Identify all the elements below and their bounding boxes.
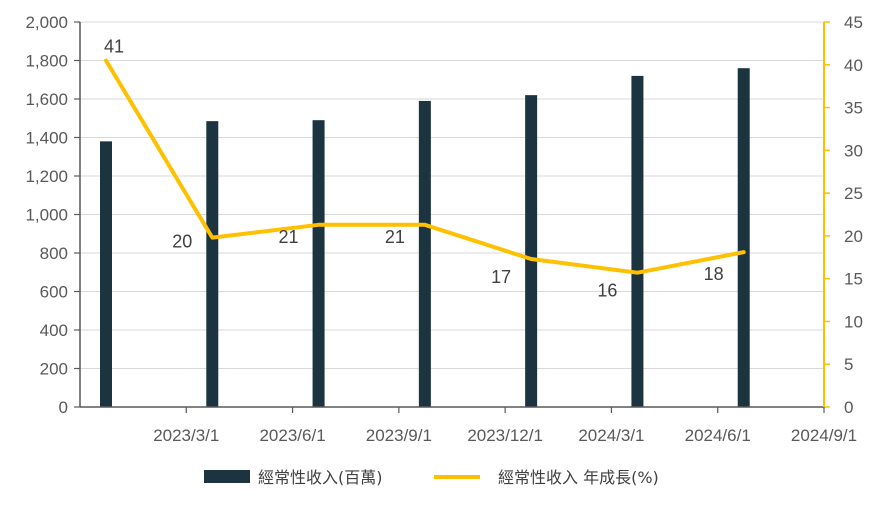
right-axis-tick-label: 40 xyxy=(844,56,863,75)
right-axis-tick-label: 5 xyxy=(844,355,853,374)
data-label: 17 xyxy=(491,267,511,287)
left-axis-tick-label: 800 xyxy=(40,244,68,263)
left-axis-tick-label: 1,000 xyxy=(25,206,68,225)
x-axis-tick-label: 2024/3/1 xyxy=(578,426,644,445)
bar xyxy=(737,68,750,407)
tick-labels: 02004006008001,0001,2001,4001,6001,8002,… xyxy=(25,13,862,445)
bar-series xyxy=(100,68,750,408)
legend-bar-label: 經常性收入(百萬) xyxy=(258,468,383,487)
left-axis-tick-label: 1,400 xyxy=(25,129,68,148)
gridlines xyxy=(80,21,824,369)
bar xyxy=(418,100,431,408)
right-axis-tick-label: 0 xyxy=(844,398,853,417)
x-axis-tick-label: 2023/9/1 xyxy=(366,426,432,445)
x-axis-tick-label: 2024/6/1 xyxy=(685,426,751,445)
right-axis-tick-label: 30 xyxy=(844,141,863,160)
right-axis-tick-label: 15 xyxy=(844,270,863,289)
left-axis-tick-label: 200 xyxy=(40,360,68,379)
right-axis-tick-label: 10 xyxy=(844,312,863,331)
left-axis-tick-label: 1,600 xyxy=(25,90,68,109)
bar xyxy=(525,95,538,408)
left-axis-tick-label: 600 xyxy=(40,283,68,302)
legend-bar-swatch xyxy=(204,470,250,483)
data-label: 41 xyxy=(104,37,124,57)
data-labels: 41 20 21 21 17 16 18 xyxy=(104,37,724,301)
line-series xyxy=(104,58,746,275)
data-label: 16 xyxy=(597,281,617,301)
growth-line xyxy=(104,58,746,275)
legend-line-label: 經常性收入 年成長(%) xyxy=(498,468,659,487)
right-axis-tick-label: 20 xyxy=(844,227,863,246)
x-axis-tick-label: 2023/12/1 xyxy=(467,426,543,445)
x-axis-tick-label: 2023/3/1 xyxy=(153,426,219,445)
bar xyxy=(312,120,325,408)
x-axis-tick-label: 2024/9/1 xyxy=(791,426,857,445)
data-label: 21 xyxy=(279,227,299,247)
right-axis-tick-label: 25 xyxy=(844,184,863,203)
data-label: 20 xyxy=(172,232,192,252)
data-label: 21 xyxy=(385,227,405,247)
left-axis-tick-label: 1,800 xyxy=(25,52,68,71)
right-axis-tick-label: 35 xyxy=(844,99,863,118)
bar xyxy=(631,75,644,408)
x-axis-tick-label: 2023/6/1 xyxy=(259,426,325,445)
data-label: 18 xyxy=(704,264,724,284)
left-axis-tick-label: 400 xyxy=(40,321,68,340)
axes xyxy=(74,21,830,413)
left-axis-tick-label: 0 xyxy=(59,398,68,417)
right-axis-tick-label: 45 xyxy=(844,13,863,32)
left-axis-tick-label: 2,000 xyxy=(25,13,68,32)
legend: 經常性收入(百萬) 經常性收入 年成長(%) xyxy=(204,468,659,487)
bar xyxy=(206,121,219,407)
bar xyxy=(100,141,112,407)
left-axis-tick-label: 1,200 xyxy=(25,167,68,186)
